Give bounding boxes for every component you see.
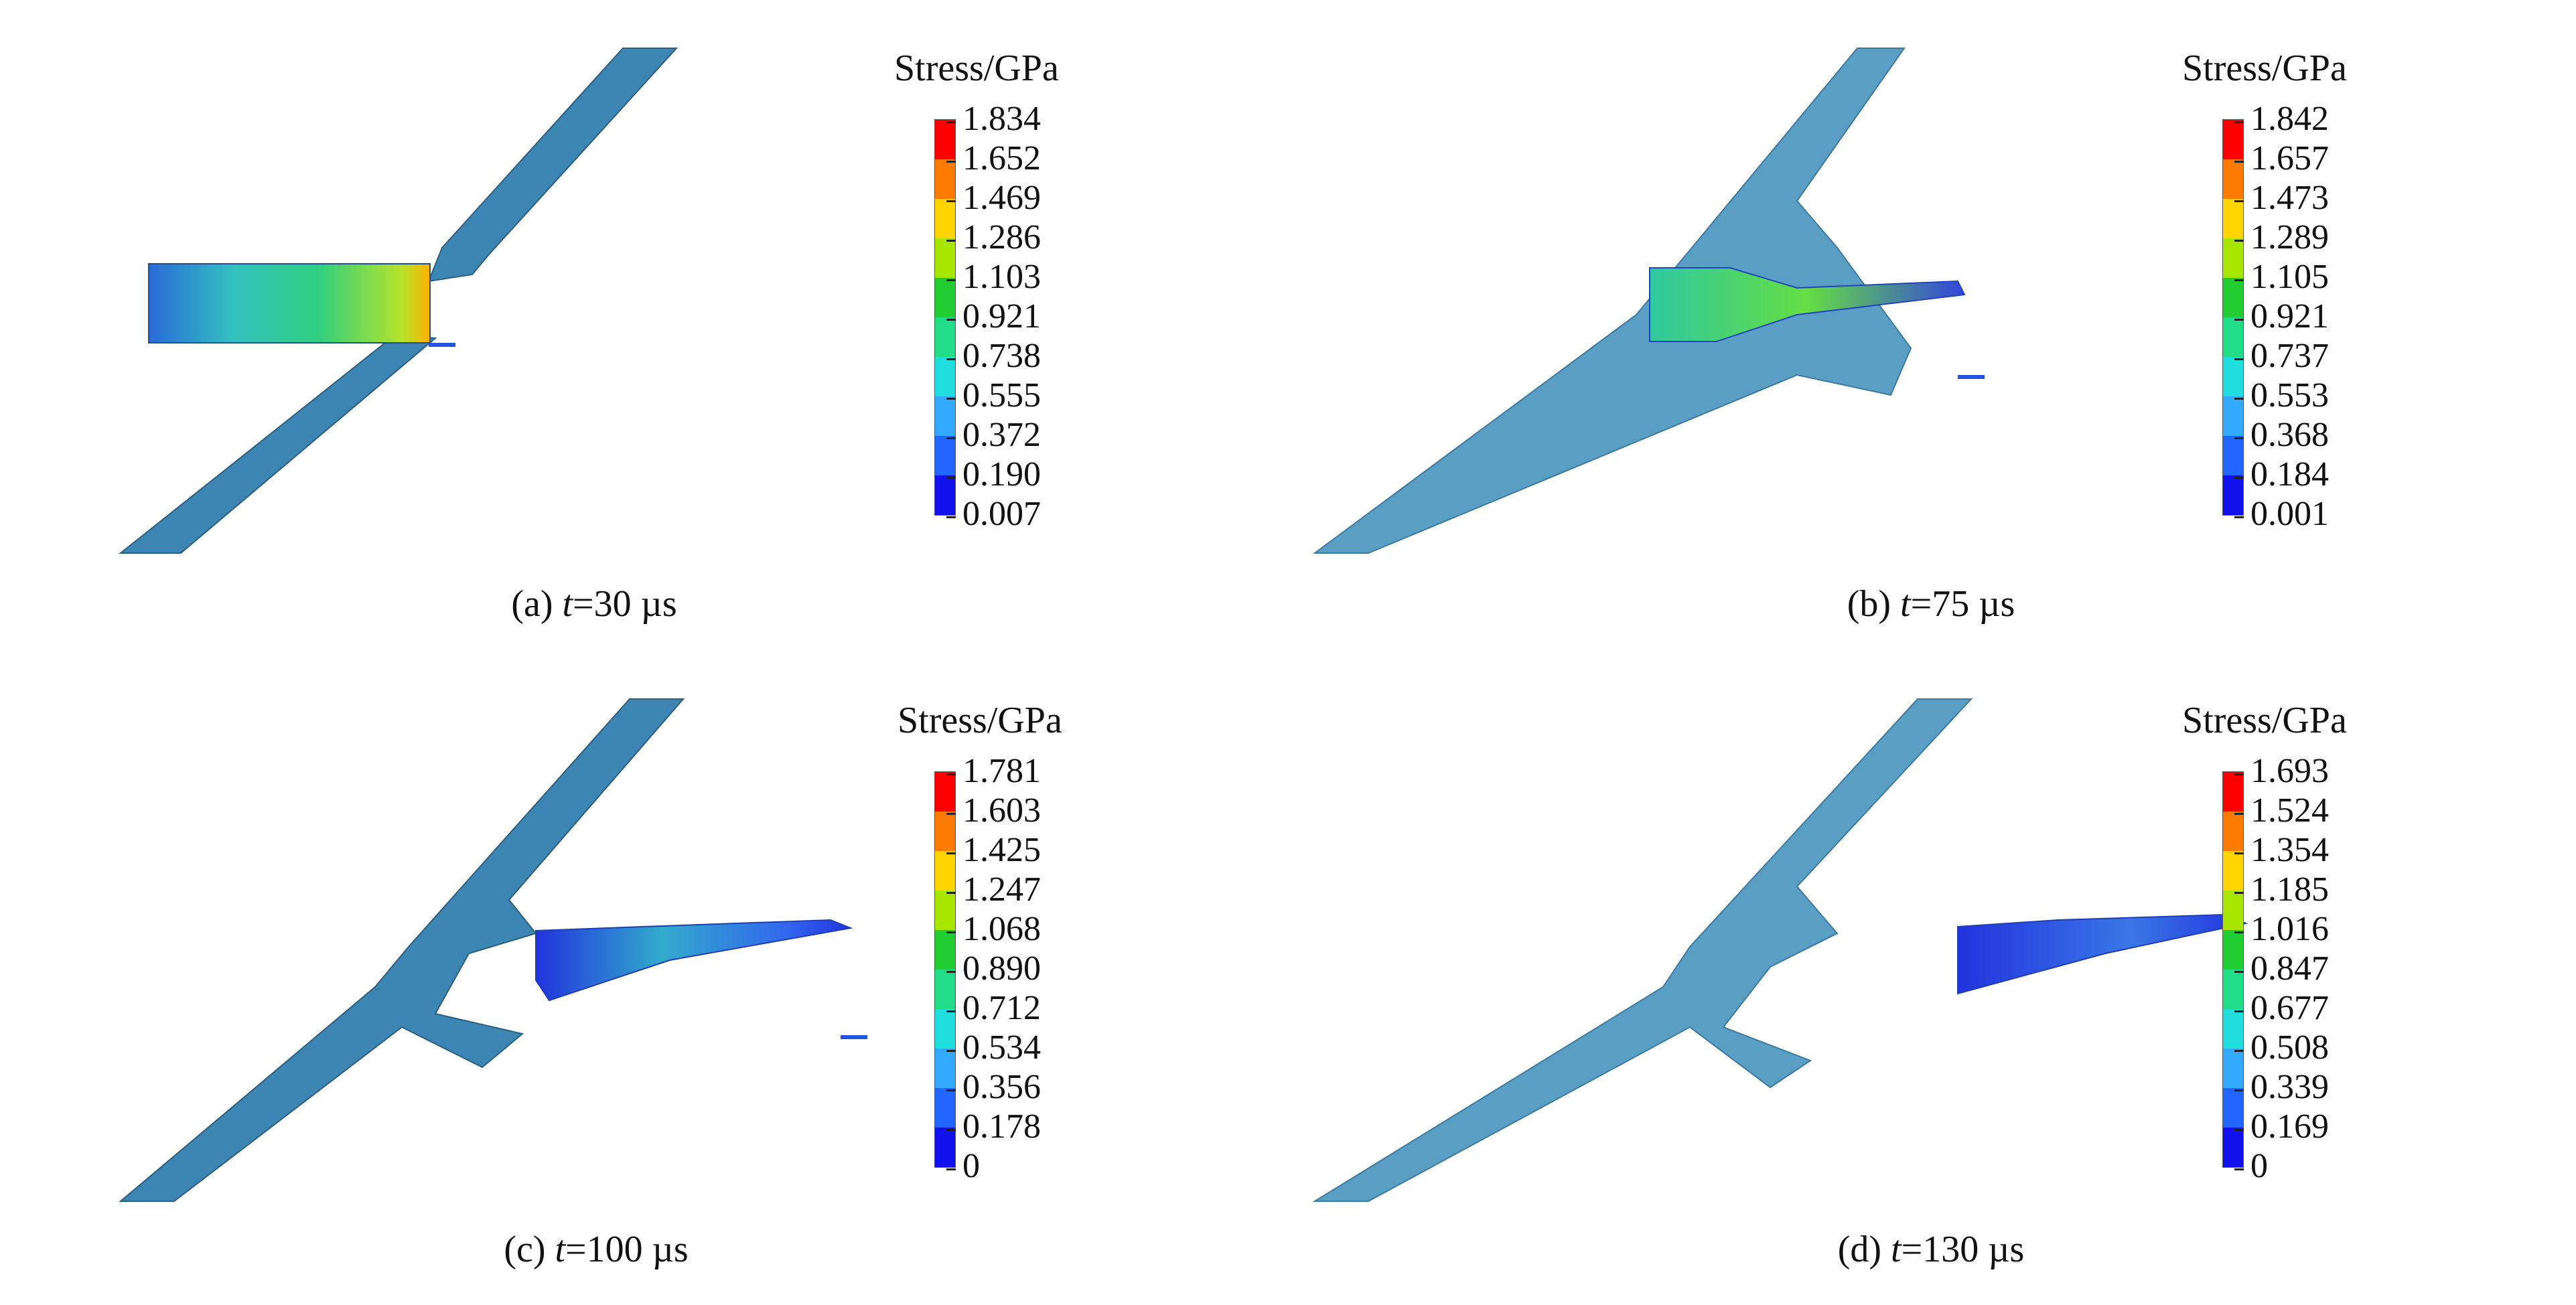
colorbar-tick-label: 0.677 bbox=[2234, 990, 2329, 1027]
simulation-view-c bbox=[119, 698, 867, 1202]
colorbar-tick-label: 0.372 bbox=[946, 416, 1041, 454]
colorbar-labels: 1.842 1.657 1.473 1.289 1.105 0.921 0.737 0.553… bbox=[2234, 100, 2368, 533]
panel-d: Stress/GPa 1.693 1.524 1.354 1.185 1.016 0.84… bbox=[1288, 652, 2576, 1304]
colorbar-tick-label: 0.007 bbox=[946, 495, 1041, 533]
plate bbox=[1312, 698, 1973, 1202]
colorbar-tick-label: 0 bbox=[2234, 1148, 2268, 1185]
projectile bbox=[148, 263, 431, 343]
caption-b: (b) t=75 µs bbox=[1847, 583, 2015, 625]
colorbar-tick-label: 1.657 bbox=[2234, 140, 2329, 177]
colorbar-tick-label: 0.555 bbox=[946, 377, 1041, 414]
colorbar-tick-label: 1.603 bbox=[946, 792, 1041, 830]
colorbar-tick-label: 1.524 bbox=[2234, 792, 2329, 830]
colorbar-tick-label: 1.834 bbox=[946, 100, 1041, 138]
colorbar-tick-label: 0.847 bbox=[2234, 950, 2329, 988]
plate bbox=[119, 698, 685, 1202]
colorbar-tick-label: 0.890 bbox=[946, 950, 1041, 988]
colorbar-tick-label: 0.356 bbox=[946, 1069, 1041, 1106]
plate-upper bbox=[427, 48, 678, 283]
projectile bbox=[535, 919, 853, 1002]
plate bbox=[1312, 48, 1912, 554]
colorbar-tick-label: 0.001 bbox=[2234, 495, 2329, 533]
plate-lower bbox=[119, 333, 437, 554]
colorbar-title: Stress/GPa bbox=[898, 700, 1062, 741]
colorbar-tick-label: 1.289 bbox=[2234, 219, 2329, 256]
caption-c: (c) t=100 µs bbox=[504, 1229, 689, 1270]
colorbar-tick-label: 1.068 bbox=[946, 911, 1041, 948]
colorbar-tick-label: 0.553 bbox=[2234, 377, 2329, 414]
colorbar-tick-label: 1.354 bbox=[2234, 832, 2329, 869]
colorbar-tick-label: 1.425 bbox=[946, 832, 1041, 869]
simulation-view-d bbox=[1312, 698, 2248, 1202]
colorbar-tick-label: 1.105 bbox=[2234, 258, 2329, 296]
colorbar-tick-label: 0.712 bbox=[946, 990, 1041, 1027]
colorbar-tick-label: 0.737 bbox=[2234, 337, 2329, 375]
panel-b: Stress/GPa 1.842 1.657 1.473 1.289 1.105 0.92… bbox=[1288, 0, 2576, 652]
colorbar-tick-label: 1.247 bbox=[946, 871, 1041, 909]
caption-a: (a) t=30 µs bbox=[511, 583, 677, 625]
colorbar-tick-label: 0 bbox=[946, 1148, 980, 1185]
colorbar-title: Stress/GPa bbox=[2182, 48, 2347, 89]
colorbar-tick-label: 0.178 bbox=[946, 1108, 1041, 1146]
colorbar-tick-label: 1.469 bbox=[946, 179, 1041, 217]
simulation-view-a bbox=[119, 48, 678, 554]
colorbar-title: Stress/GPa bbox=[894, 48, 1059, 89]
colorbar-tick-label: 0.169 bbox=[2234, 1108, 2329, 1146]
colorbar-tick-label: 0.534 bbox=[946, 1029, 1041, 1067]
projectile bbox=[1957, 913, 2248, 995]
projectile bbox=[1649, 267, 1966, 342]
colorbar-tick-label: 0.368 bbox=[2234, 416, 2329, 454]
colorbar-tick-label: 0.508 bbox=[2234, 1029, 2329, 1067]
colorbar-tick-label: 1.286 bbox=[946, 219, 1041, 256]
colorbar-tick-label: 1.693 bbox=[2234, 753, 2329, 790]
colorbar-tick-label: 1.473 bbox=[2234, 179, 2329, 217]
colorbar-tick-label: 1.781 bbox=[946, 753, 1041, 790]
colorbar-tick-label: 0.190 bbox=[946, 456, 1041, 493]
colorbar-tick-label: 1.016 bbox=[2234, 911, 2329, 948]
caption-d: (d) t=130 µs bbox=[1837, 1229, 2025, 1270]
colorbar-title: Stress/GPa bbox=[2182, 700, 2347, 741]
colorbar-tick-label: 0.184 bbox=[2234, 456, 2329, 493]
colorbar-labels: 1.834 1.652 1.469 1.286 1.103 0.921 0.738 0.555… bbox=[946, 100, 1080, 533]
colorbar-tick-label: 0.921 bbox=[2234, 298, 2329, 335]
colorbar-tick-label: 0.339 bbox=[2234, 1069, 2329, 1106]
colorbar-tick-label: 1.103 bbox=[946, 258, 1041, 296]
colorbar-tick-label: 1.185 bbox=[2234, 871, 2329, 909]
colorbar-tick-label: 1.652 bbox=[946, 140, 1041, 177]
panel-c: Stress/GPa 1.781 1.603 1.425 1.247 1.068 0.89… bbox=[0, 652, 1288, 1304]
colorbar-tick-label: 1.842 bbox=[2234, 100, 2329, 138]
colorbar-labels: 1.781 1.603 1.425 1.247 1.068 0.890 0.712 0.534… bbox=[946, 753, 1080, 1185]
simulation-view-b bbox=[1312, 48, 1985, 554]
panel-a: Stress/GPa 1.834 1.652 1.469 1.286 1.103 0.92… bbox=[0, 0, 1288, 652]
colorbar-tick-label: 0.921 bbox=[946, 298, 1041, 335]
colorbar-tick-label: 0.738 bbox=[946, 337, 1041, 375]
colorbar-labels: 1.693 1.524 1.354 1.185 1.016 0.847 0.677 0.508… bbox=[2234, 753, 2368, 1185]
